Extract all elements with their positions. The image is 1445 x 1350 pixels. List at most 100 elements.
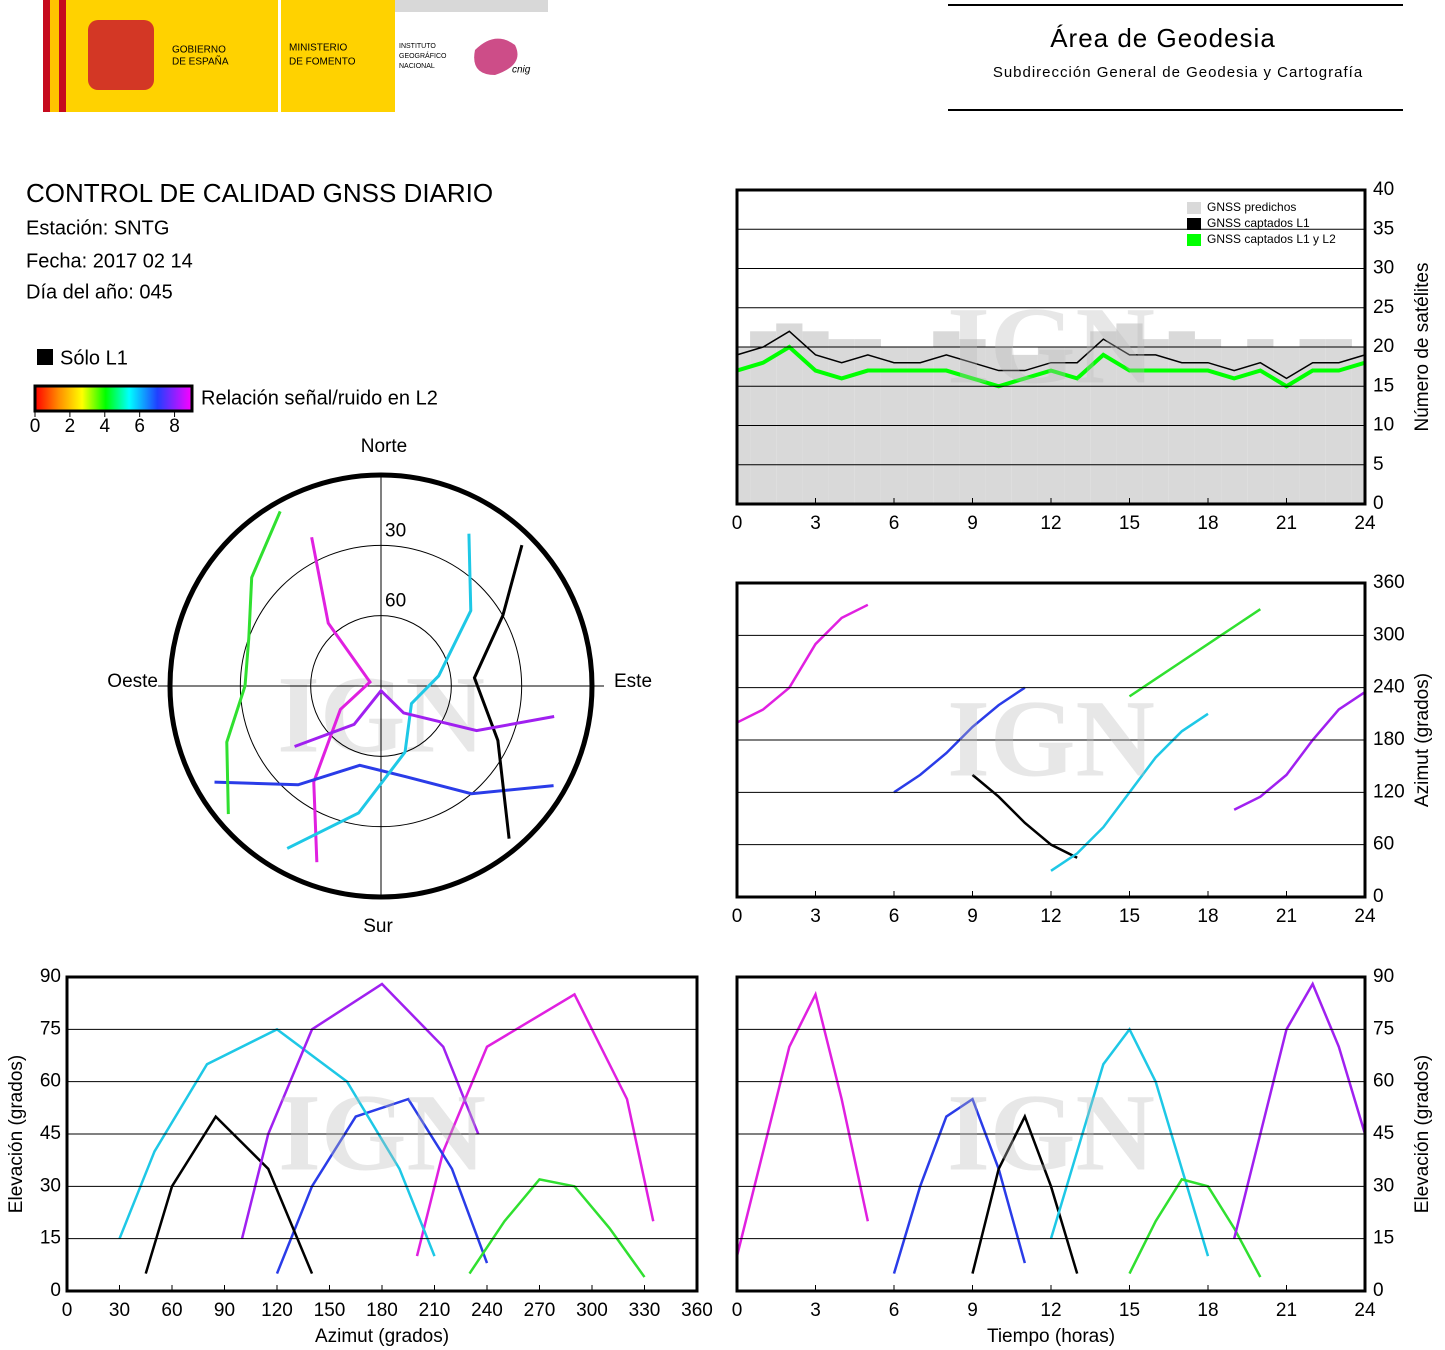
y-tick-label: 25	[1373, 297, 1394, 318]
x-axis-label: Azimut (grados)	[315, 1326, 449, 1347]
direction-label: Norte	[361, 436, 407, 457]
x-tick-label: 12	[1040, 1300, 1061, 1321]
y-axis-label: Número de satélites	[1412, 263, 1433, 432]
x-tick-label: 150	[314, 1300, 346, 1321]
elevation-label: 30	[385, 520, 406, 541]
satellite-track	[275, 1097, 489, 1275]
satellite-track	[1233, 690, 1366, 811]
x-tick-label: 0	[62, 1300, 73, 1321]
x-tick-label: 60	[161, 1300, 182, 1321]
y-tick-label: 45	[40, 1123, 61, 1144]
predicted-bar	[1116, 323, 1143, 504]
x-tick-label: 12	[1040, 513, 1061, 534]
satellite-track	[472, 544, 524, 839]
legend-label: GNSS predichos	[1207, 200, 1296, 214]
x-tick-label: 21	[1276, 513, 1297, 534]
legend-swatch	[1187, 218, 1201, 230]
predicted-bar	[1247, 339, 1274, 504]
y-tick-label: 30	[40, 1175, 61, 1196]
colorbar	[33, 384, 194, 413]
y-tick-label: 15	[1373, 375, 1394, 396]
y-tick-label: 60	[1373, 1071, 1394, 1092]
legend-swatch	[37, 349, 53, 365]
x-tick-label: 18	[1197, 906, 1218, 927]
y-tick-label: 300	[1373, 624, 1405, 645]
area-title: Área de Geodesia	[1050, 23, 1276, 53]
report-title: CONTROL DE CALIDAD GNSS DIARIO	[26, 178, 493, 208]
predicted-bar	[1194, 339, 1222, 504]
predicted-bar	[933, 331, 960, 504]
colorbar-tick-label: 8	[169, 416, 180, 437]
predicted-bar	[959, 339, 986, 504]
x-tick-label: 24	[1354, 513, 1376, 534]
direction-label: Oeste	[107, 671, 158, 692]
x-tick-label: 12	[1040, 906, 1061, 927]
logo: GOBIERNO DE ESPAÑA MINISTERIO DE FOMENTO…	[43, 0, 548, 112]
x-tick-label: 3	[810, 1300, 821, 1321]
y-tick-label: 5	[1373, 454, 1384, 475]
ign-line: NACIONAL	[399, 63, 435, 70]
horizon	[167, 472, 595, 900]
date: Fecha: 2017 02 14	[26, 250, 193, 272]
y-tick-label: 180	[1373, 729, 1405, 750]
legend-label: GNSS captados L1 y L2	[1207, 232, 1336, 246]
plot-frame	[735, 188, 1367, 506]
y-tick-label: 90	[40, 966, 61, 987]
gov-line: GOBIERNO	[172, 45, 226, 56]
predicted-bar	[750, 331, 777, 504]
x-tick-label: 3	[810, 906, 821, 927]
satellite-track	[214, 763, 554, 796]
station: Estación: SNTG	[26, 217, 169, 239]
x-tick-label: 21	[1276, 1300, 1297, 1321]
legend-swatch	[1187, 202, 1201, 214]
y-tick-label: 30	[1373, 258, 1394, 279]
count-line	[736, 330, 1366, 380]
colorbar-tick-label: 6	[134, 416, 145, 437]
x-tick-label: 6	[889, 513, 900, 534]
x-tick-label: 6	[889, 906, 900, 927]
x-tick-label: 18	[1197, 513, 1218, 534]
ign-bar	[395, 0, 548, 12]
y-tick-label: 10	[1373, 415, 1394, 436]
y-axis-label: Azimut (grados)	[1412, 673, 1433, 807]
satellite-track	[415, 992, 655, 1257]
count-line	[736, 344, 1366, 389]
y-tick-label: 90	[1373, 966, 1394, 987]
colorbar-tick-label: 2	[65, 416, 76, 437]
cnig-text: cnig	[512, 65, 531, 76]
coat-of-arms	[88, 20, 154, 90]
doy: Día del año: 045	[26, 281, 173, 303]
x-tick-label: 210	[419, 1300, 451, 1321]
satellite-track	[1128, 1177, 1262, 1278]
satellite-track	[735, 990, 870, 1257]
x-tick-label: 330	[629, 1300, 661, 1321]
satellite-track	[144, 1114, 314, 1275]
legend-label: Sólo L1	[60, 347, 128, 369]
satellite-track	[1232, 981, 1367, 1239]
y-tick-label: 75	[40, 1018, 61, 1039]
y-tick-label: 0	[50, 1280, 61, 1301]
y-tick-label: 15	[1373, 1228, 1394, 1249]
y-axis-label: Elevación (grados)	[6, 1055, 27, 1213]
x-tick-label: 15	[1119, 1300, 1140, 1321]
satellite-track	[892, 1097, 1027, 1274]
y-tick-label: 75	[1373, 1018, 1394, 1039]
elevation-label: 60	[385, 591, 406, 612]
x-tick-label: 360	[681, 1300, 713, 1321]
x-axis-label: Tiempo (horas)	[987, 1326, 1115, 1347]
y-tick-label: 360	[1373, 572, 1405, 593]
predicted-bar	[828, 339, 855, 504]
satellite-track	[468, 1177, 646, 1278]
x-tick-label: 15	[1119, 513, 1140, 534]
satellite-track	[971, 773, 1078, 859]
gov-line: DE ESPAÑA	[172, 55, 229, 68]
x-tick-label: 300	[576, 1300, 608, 1321]
y-tick-label: 0	[1373, 886, 1384, 907]
x-tick-label: 6	[889, 1300, 900, 1321]
elevation-ring	[310, 615, 452, 757]
direction-label: Sur	[363, 916, 393, 937]
x-tick-label: 180	[366, 1300, 398, 1321]
satellite-track	[971, 1113, 1079, 1274]
x-tick-label: 9	[967, 906, 978, 927]
y-tick-label: 0	[1373, 1280, 1384, 1301]
